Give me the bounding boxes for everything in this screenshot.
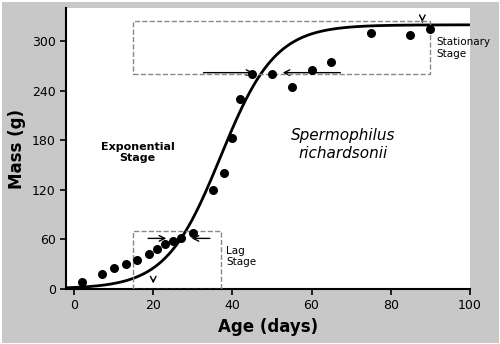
- Bar: [134, 21, 430, 74]
- Point: [220, 171, 228, 176]
- Text: Stationary
Stage: Stationary Stage: [436, 37, 490, 59]
- Point: [177, 235, 185, 240]
- Point: [228, 135, 236, 141]
- Bar: [134, 231, 220, 289]
- Point: [134, 257, 141, 262]
- Point: [146, 251, 154, 257]
- Point: [78, 279, 86, 285]
- Point: [308, 67, 316, 73]
- Point: [153, 246, 161, 252]
- Point: [288, 84, 296, 89]
- Text: Spermophilus
richardsonii: Spermophilus richardsonii: [291, 128, 396, 161]
- Point: [208, 187, 216, 193]
- Text: Lag
Stage: Lag Stage: [226, 246, 256, 267]
- Point: [98, 271, 106, 277]
- Point: [426, 26, 434, 32]
- Point: [236, 96, 244, 102]
- Point: [248, 72, 256, 77]
- Point: [169, 238, 177, 244]
- Point: [161, 241, 169, 247]
- Point: [268, 72, 276, 77]
- Point: [367, 30, 375, 36]
- Point: [122, 261, 130, 267]
- X-axis label: Age (days): Age (days): [218, 318, 318, 336]
- Point: [110, 265, 118, 271]
- Text: Exponential
Stage: Exponential Stage: [100, 142, 174, 163]
- Point: [328, 59, 336, 65]
- Y-axis label: Mass (g): Mass (g): [8, 108, 26, 189]
- Point: [189, 230, 197, 235]
- Point: [406, 32, 414, 37]
